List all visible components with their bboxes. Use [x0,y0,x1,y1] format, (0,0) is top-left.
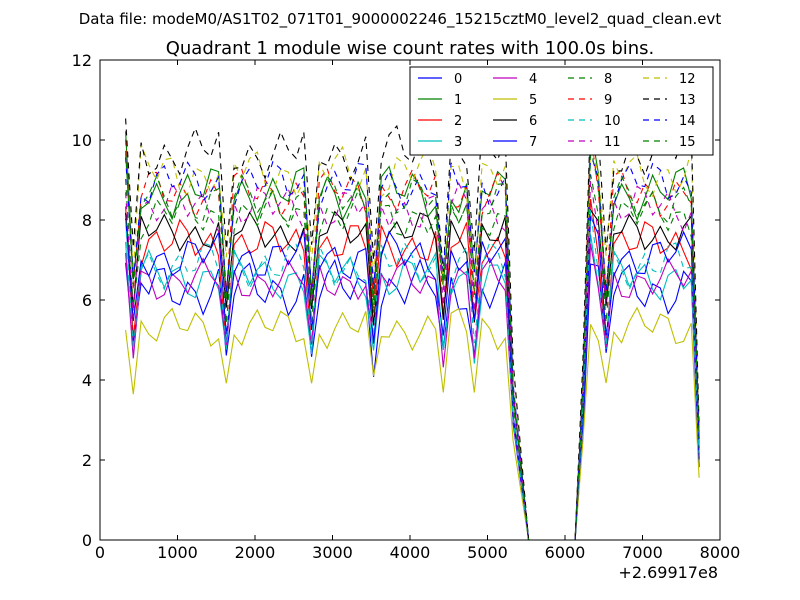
legend-label-1: 1 [454,93,462,108]
series-line-10 [125,210,700,541]
chart-title: Quadrant 1 module wise count rates with … [166,38,655,59]
x-tick-label: 6000 [545,543,586,562]
legend-label-11: 11 [604,135,621,150]
series-line-14 [125,153,700,541]
legend-label-0: 0 [454,72,462,87]
x-tick-label: 4000 [390,543,431,562]
y-tick-label: 10 [72,131,92,150]
chart-suptitle: Data file: modeM0/AS1T02_071T01_90000022… [79,10,722,29]
x-tick-label: 7000 [622,543,663,562]
legend-label-6: 6 [529,114,537,129]
series-line-0 [125,258,700,541]
x-tick-label: 2000 [235,543,276,562]
x-tick-label: 8000 [700,543,741,562]
series-line-6 [125,208,700,541]
x-tick-label: 1000 [157,543,198,562]
legend-label-5: 5 [529,93,537,108]
series-line-4 [125,243,700,541]
legend-label-15: 15 [679,135,696,150]
legend-label-10: 10 [604,114,621,129]
legend-label-4: 4 [529,72,537,87]
series-line-8 [125,174,700,541]
y-tick-label: 4 [82,371,92,390]
legend-label-12: 12 [679,72,696,87]
y-tick-label: 12 [72,51,92,70]
legend-label-2: 2 [454,114,462,129]
y-tick-label: 8 [82,211,92,230]
x-axis-offset-label: +2.69917e8 [618,563,718,582]
y-tick-label: 6 [82,291,92,310]
legend-label-14: 14 [679,114,696,129]
legend-frame [409,66,714,156]
legend-label-13: 13 [679,93,696,108]
legend-label-3: 3 [454,135,462,150]
series-line-7 [125,215,700,541]
x-tick-label: 0 [95,543,105,562]
series-line-12 [125,142,700,541]
x-tick-label: 5000 [467,543,508,562]
series-line-15 [125,148,700,541]
legend-label-9: 9 [604,93,612,108]
y-tick-label: 2 [82,451,92,470]
series-line-11 [125,181,700,541]
series-line-5 [125,306,700,541]
x-tick-label: 3000 [312,543,353,562]
series-layer [125,112,700,541]
legend-label-8: 8 [604,72,612,87]
series-line-13 [125,112,700,541]
legend-label-7: 7 [529,135,537,150]
y-tick-label: 0 [82,531,92,550]
axis-ticks: 0 1000 2000 3000 4000 5000 6000 7000 80000246810… [72,51,741,562]
